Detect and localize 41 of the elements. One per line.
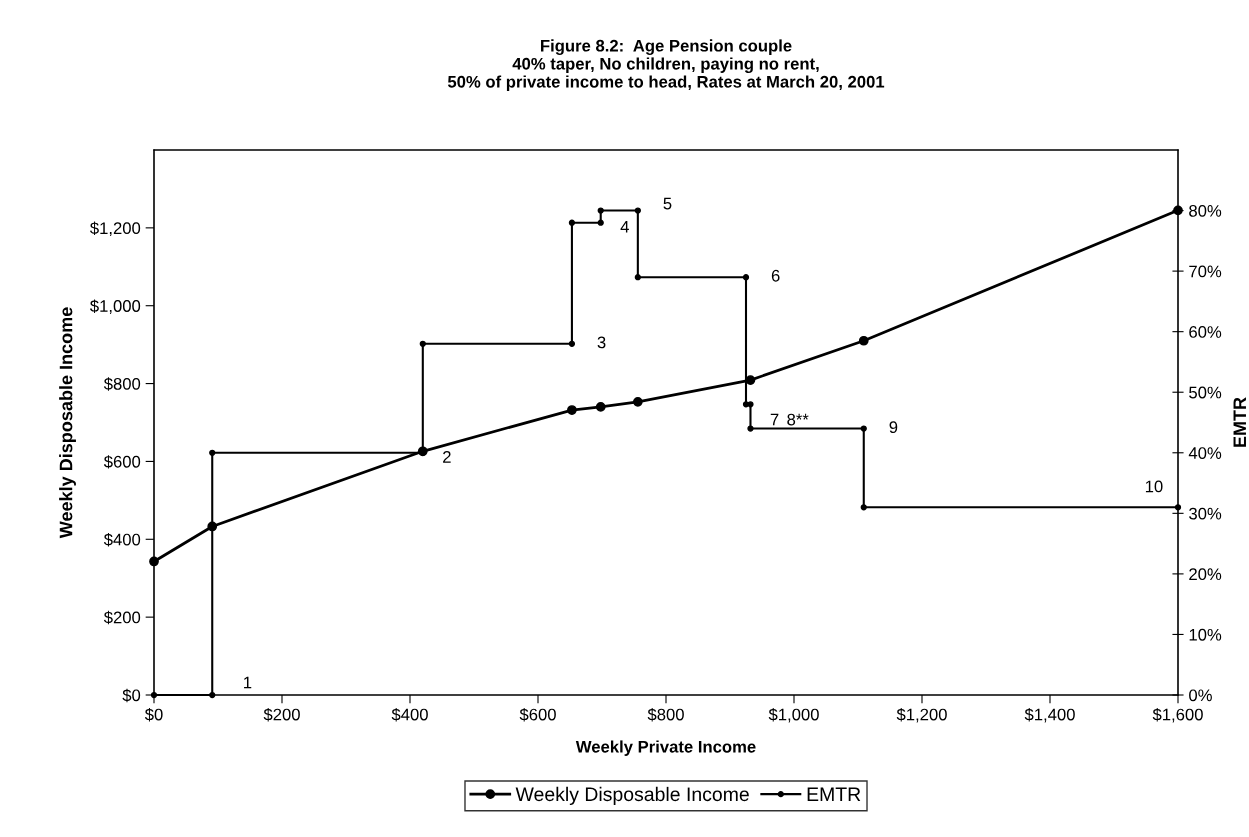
- annotation: 3: [597, 336, 606, 349]
- x-tick-label: $400: [391, 707, 428, 722]
- x-tick-label: $600: [519, 707, 556, 722]
- y2-tick-label: 0%: [1189, 689, 1212, 702]
- annotation: 8**: [787, 413, 809, 426]
- y-tick-label: $1,000: [90, 299, 141, 314]
- y-tick-label: $1,200: [90, 221, 141, 237]
- y2-tick-label: 20%: [1189, 568, 1222, 581]
- y2-tick-label: 30%: [1189, 507, 1222, 520]
- y2-tick-label: 80%: [1189, 204, 1222, 217]
- y2-tick-label: 70%: [1189, 265, 1222, 278]
- annotation: 5: [663, 197, 672, 210]
- annotation: 10: [1145, 480, 1163, 493]
- x-tick-label: $200: [263, 707, 300, 722]
- y2-tick-label: 60%: [1189, 326, 1222, 338]
- annotation: 6: [771, 269, 780, 282]
- x-tick-label: $1,600: [1152, 707, 1203, 723]
- x-tick-label: $800: [647, 707, 684, 722]
- legend-label: Weekly Disposable Income: [515, 786, 749, 805]
- y2-axis-title: EMTR: [1233, 397, 1246, 447]
- x-tick-label: $1,200: [896, 707, 947, 723]
- y-tick-label: $200: [103, 610, 141, 625]
- annotation: 4: [620, 221, 629, 233]
- y-axis-title: Weekly Disposable Income: [59, 307, 76, 539]
- annotation: 2: [443, 451, 451, 463]
- annotation: 1: [244, 676, 252, 689]
- y2-tick-label: 10%: [1189, 628, 1222, 641]
- annotation: 7: [770, 413, 779, 426]
- annotation: 9: [889, 421, 898, 434]
- y2-tick-label: 40%: [1188, 447, 1222, 459]
- y2-tick-label: 50%: [1189, 386, 1222, 399]
- y-tick-label: $600: [103, 455, 141, 469]
- chart-title: Figure 8.2: Age Pension couple 40% taper, No children, paying no rent, 50% of private income to head, Rates at March 20, 2001: [447, 39, 885, 91]
- legend-label: EMTR: [807, 787, 861, 801]
- x-tick-label: $1,000: [768, 707, 819, 723]
- y-tick-label: $800: [103, 377, 141, 391]
- y-tick-label: $0: [122, 688, 141, 703]
- x-tick-label: $0: [144, 707, 163, 722]
- x-tick-label: $1,400: [1024, 707, 1075, 723]
- y-tick-label: $400: [103, 532, 141, 547]
- x-axis-title: Weekly Private Income: [575, 740, 756, 756]
